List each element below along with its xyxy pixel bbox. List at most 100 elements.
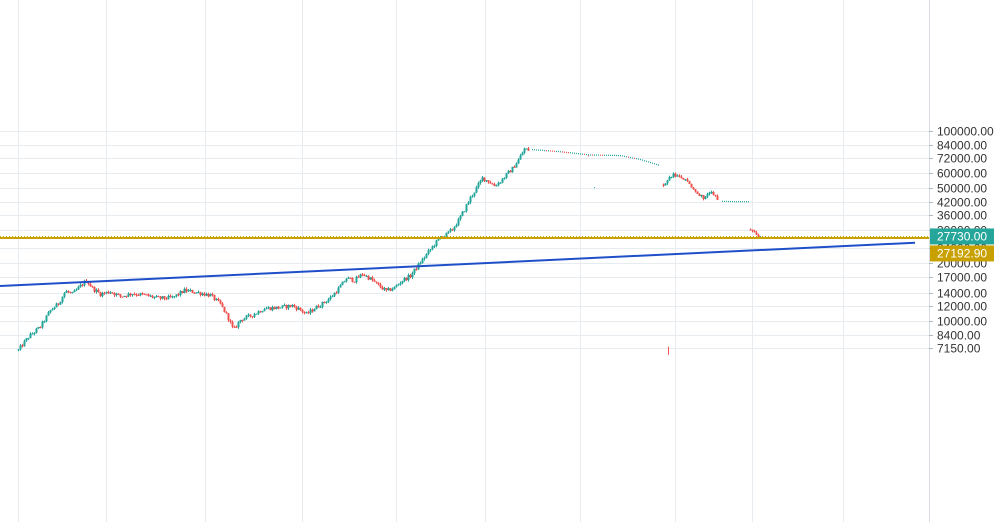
candle-body	[527, 148, 530, 151]
candle-body	[363, 274, 366, 276]
candle-dot	[634, 157, 635, 159]
candle-dot	[546, 150, 547, 152]
candle-body	[355, 276, 358, 283]
trend-line[interactable]	[0, 241, 916, 288]
candle-body	[664, 183, 667, 186]
candle-dot	[722, 200, 723, 202]
candle-body	[199, 292, 202, 296]
candle-body	[193, 292, 196, 294]
candle-body	[257, 311, 260, 314]
candle-body	[749, 229, 752, 231]
candle-body	[329, 296, 332, 300]
candle-body	[389, 288, 392, 291]
candle-body	[684, 179, 687, 181]
candle-body	[137, 295, 140, 297]
candle-body	[197, 292, 200, 294]
candle-body	[65, 291, 68, 293]
candle-body	[485, 180, 488, 182]
candle-dot	[650, 161, 651, 164]
candle-dot	[654, 163, 655, 165]
candle-body	[101, 292, 104, 297]
candle-body	[317, 305, 320, 308]
candle-body	[43, 321, 46, 323]
y-tick-label: 42000.00	[937, 196, 987, 210]
candle-body	[333, 292, 336, 297]
candle-body	[237, 322, 240, 328]
candle-body	[251, 316, 254, 318]
candle-body	[694, 189, 697, 192]
candle-body	[405, 277, 408, 281]
candle-body	[379, 284, 382, 288]
candle-body	[89, 284, 92, 287]
candle-body	[223, 306, 226, 313]
candle-body	[33, 332, 36, 334]
candle-body	[457, 219, 460, 226]
candle-body	[53, 307, 56, 310]
candle-body	[203, 293, 206, 296]
candle-body	[421, 258, 424, 264]
candle-body	[291, 304, 294, 307]
y-tick-label: 17000.00	[937, 271, 987, 285]
candle-body	[431, 246, 434, 250]
candle-body	[245, 315, 248, 319]
candle-body	[393, 286, 396, 290]
candle-body	[383, 288, 386, 290]
candle-body	[437, 238, 440, 241]
candle-body	[467, 202, 470, 205]
candle-dot	[740, 201, 741, 203]
candle-body	[413, 268, 416, 274]
candle-dot	[596, 154, 597, 156]
candle-dot	[734, 201, 735, 203]
candle-dot	[532, 149, 533, 151]
candle-body	[435, 240, 438, 246]
candle-body	[331, 296, 334, 298]
candle-dot	[738, 201, 739, 203]
y-tick-label: 8400.00	[937, 329, 981, 343]
candle-dot	[616, 154, 617, 157]
candle-dot	[580, 153, 581, 155]
candle-body	[525, 148, 528, 150]
candle-body	[41, 321, 44, 328]
candle-body	[341, 281, 344, 286]
candle-body	[177, 294, 180, 296]
candle-body	[213, 295, 216, 300]
candle-body	[123, 295, 126, 297]
candle-body	[191, 290, 194, 293]
candle-body	[171, 296, 174, 298]
candle-body	[371, 277, 374, 281]
candle-body	[91, 286, 94, 288]
candle-dot	[558, 150, 559, 153]
candle-body	[175, 294, 178, 297]
candle-body	[425, 253, 428, 258]
candle-body	[343, 281, 346, 283]
candle-body	[253, 314, 256, 317]
candle-body	[207, 293, 210, 297]
candle-body	[708, 192, 711, 195]
candle-body	[99, 292, 102, 297]
candle-body	[373, 280, 376, 282]
candle-dot	[576, 152, 577, 155]
candle-body	[219, 300, 222, 304]
candle-body	[265, 308, 268, 310]
candle-body	[111, 292, 114, 294]
candle-body	[239, 319, 242, 323]
candle-body	[293, 304, 296, 307]
candle-body	[477, 183, 480, 188]
candle-dot	[602, 154, 603, 156]
candle-body	[668, 177, 671, 181]
candle-dot	[552, 150, 553, 152]
candle-dot	[566, 151, 567, 153]
price-axis[interactable]: 100000.0084000.0072000.0060000.0050000.0…	[929, 125, 994, 356]
candle-dot	[568, 152, 569, 154]
candle-body	[105, 291, 108, 294]
candle-body	[305, 312, 308, 314]
candle-body	[501, 178, 504, 183]
candle-body	[323, 301, 326, 303]
candle-body	[283, 304, 286, 306]
candle-body	[229, 320, 232, 322]
candle-dot	[550, 150, 551, 152]
candle-body	[469, 196, 472, 203]
candle-body	[287, 304, 290, 309]
candle-body	[351, 277, 354, 282]
